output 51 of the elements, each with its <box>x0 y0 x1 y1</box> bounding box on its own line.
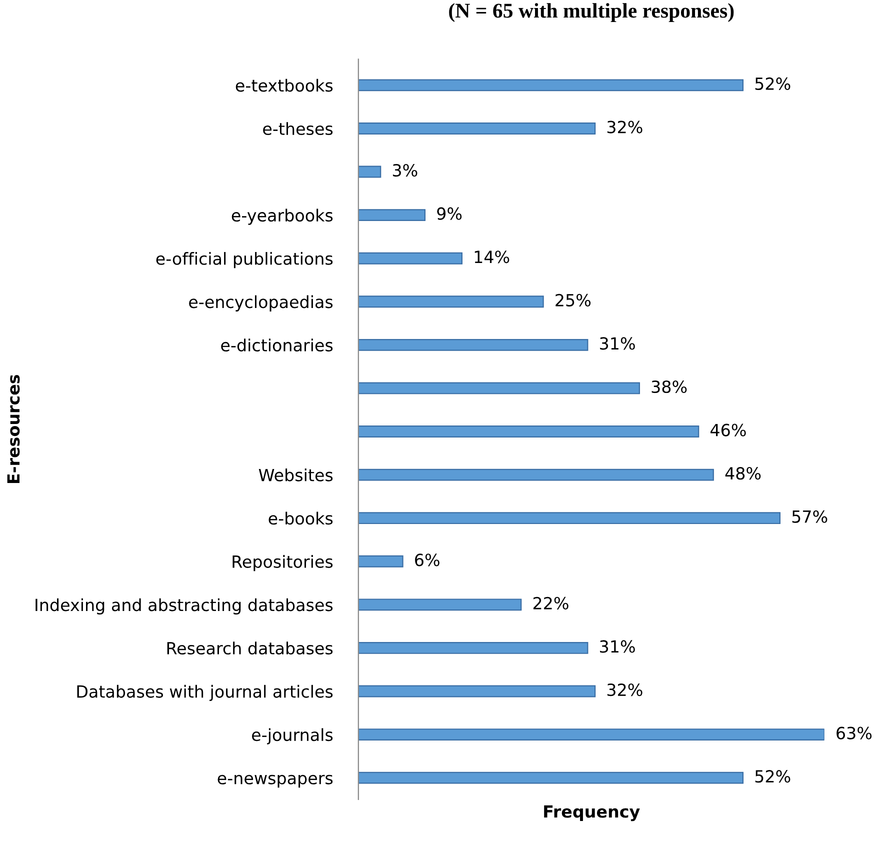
y-tick-label: e-journals <box>252 728 333 744</box>
bar <box>358 296 544 308</box>
data-label: 57% <box>792 510 828 523</box>
y-axis-title: E-resources <box>7 374 20 484</box>
x-axis-title: Frequency <box>544 805 640 822</box>
bar <box>358 512 780 524</box>
y-tick-label: e-yearbooks <box>232 208 333 225</box>
bar <box>358 382 640 394</box>
data-label: 31% <box>600 337 635 350</box>
bar <box>358 468 714 481</box>
bar <box>358 642 588 654</box>
data-label: 6% <box>415 554 440 566</box>
data-label: 9% <box>437 207 462 220</box>
y-tick-label: e-encyclopaedias <box>189 295 333 312</box>
data-label: 3% <box>392 164 418 177</box>
bar <box>358 685 596 698</box>
y-tick-label: e-newspapers <box>218 774 333 788</box>
data-label: 14% <box>474 250 510 264</box>
y-tick-label: e-theses <box>263 122 333 136</box>
y-tick-label: e-books <box>268 512 333 525</box>
bar <box>358 79 744 92</box>
bar <box>358 252 462 264</box>
data-label: 31% <box>600 640 635 653</box>
data-label: 52% <box>755 770 790 783</box>
data-label: 38% <box>652 380 687 394</box>
bar <box>358 598 522 611</box>
bar <box>358 555 404 568</box>
bar <box>358 122 596 134</box>
data-label: 32% <box>607 120 642 134</box>
y-tick-label: Repositories <box>232 555 333 572</box>
y-tick-label: Indexing and abstracting databases <box>36 598 333 614</box>
data-label: 32% <box>607 683 642 696</box>
data-label: 25% <box>556 294 591 306</box>
y-tick-label: e-dictionaries <box>221 338 333 352</box>
bar <box>358 209 426 222</box>
bar <box>358 426 700 438</box>
y-tick-label: e-official publications <box>156 252 333 268</box>
bar <box>358 338 588 351</box>
data-label: 22% <box>533 596 568 610</box>
data-label: 48% <box>725 467 761 480</box>
bar <box>358 166 382 178</box>
bar <box>358 772 744 784</box>
data-label: 63% <box>836 726 872 740</box>
y-tick-label: e-textbooks <box>236 78 333 92</box>
bar <box>358 728 824 740</box>
data-label: 46% <box>710 424 746 436</box>
chart-title: (N = 65 with multiple responses) <box>449 3 734 22</box>
y-tick-label: Research databases <box>167 642 333 655</box>
y-tick-label: Websites <box>258 468 333 482</box>
y-tick-label: Databases with journal articles <box>77 684 333 702</box>
data-label: 52% <box>755 77 790 90</box>
